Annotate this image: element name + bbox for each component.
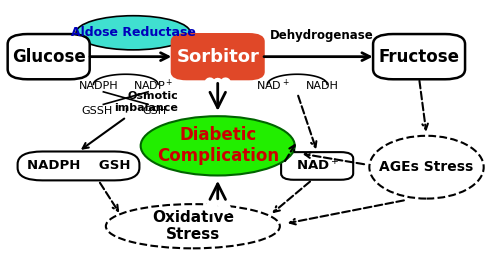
FancyBboxPatch shape [281, 152, 353, 180]
Text: Osmotic
imbalance: Osmotic imbalance [114, 91, 178, 113]
Text: GSH: GSH [142, 106, 167, 116]
Text: Aldose Reductase: Aldose Reductase [71, 26, 196, 39]
Text: Sorbitor: Sorbitor [176, 48, 259, 66]
Ellipse shape [76, 16, 190, 50]
Text: NAD$^+$: NAD$^+$ [256, 78, 290, 93]
Text: Dehydrogenase: Dehydrogenase [270, 29, 374, 42]
Text: AGEs Stress: AGEs Stress [380, 160, 474, 174]
Ellipse shape [140, 116, 295, 176]
FancyBboxPatch shape [18, 151, 140, 180]
FancyBboxPatch shape [8, 34, 89, 79]
Text: NADPH    GSH: NADPH GSH [27, 160, 130, 172]
Text: GSSH: GSSH [82, 106, 113, 116]
Text: NAD$^+$: NAD$^+$ [296, 158, 339, 173]
FancyBboxPatch shape [172, 34, 264, 79]
FancyBboxPatch shape [373, 34, 465, 79]
Ellipse shape [370, 136, 484, 199]
Text: Glucose: Glucose [12, 48, 86, 66]
Text: NADH: NADH [306, 81, 338, 90]
Text: NADPH: NADPH [78, 81, 118, 90]
Text: Fructose: Fructose [378, 48, 460, 66]
Text: Diabetic
Complication: Diabetic Complication [156, 126, 279, 165]
Ellipse shape [106, 204, 280, 248]
Text: NADP$^+$: NADP$^+$ [133, 78, 173, 93]
Text: Oxidative
Stress: Oxidative Stress [152, 210, 234, 242]
